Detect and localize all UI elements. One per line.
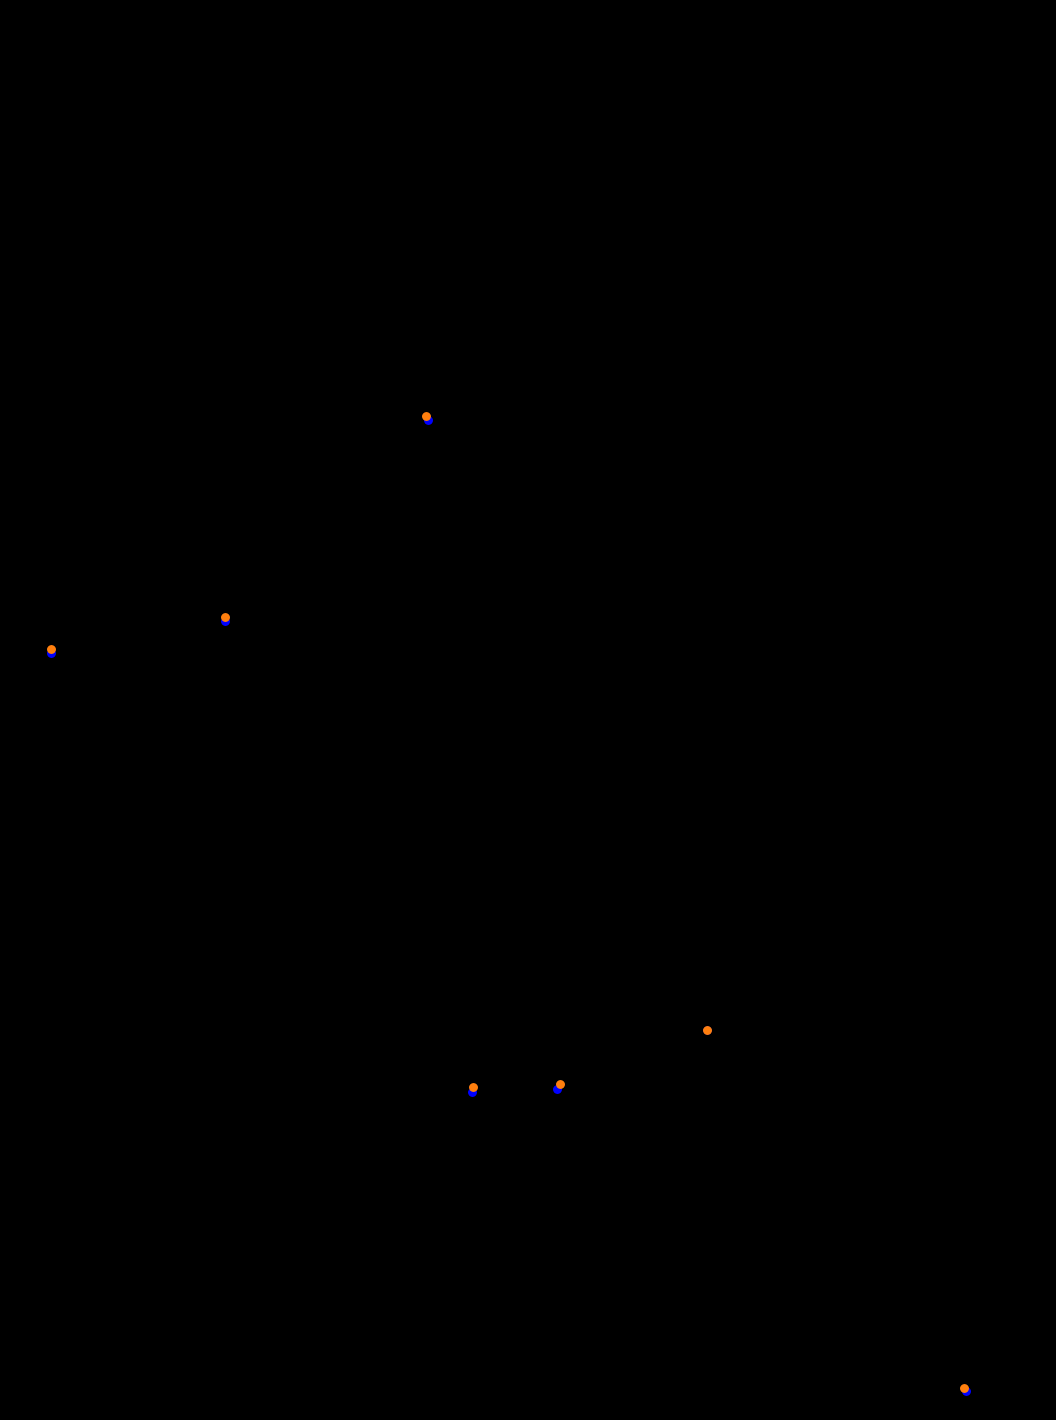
scatter-point-orange xyxy=(421,411,431,421)
scatter-point-orange xyxy=(468,1082,478,1092)
scatter-point-orange xyxy=(220,612,230,622)
scatter-point-orange xyxy=(555,1079,565,1089)
scatter-point-orange xyxy=(46,644,56,654)
scatter-point-blue xyxy=(552,1084,562,1094)
scatter-point-orange xyxy=(959,1383,969,1393)
scatter-point-blue xyxy=(467,1087,477,1097)
scatter-point-orange xyxy=(702,1025,712,1035)
